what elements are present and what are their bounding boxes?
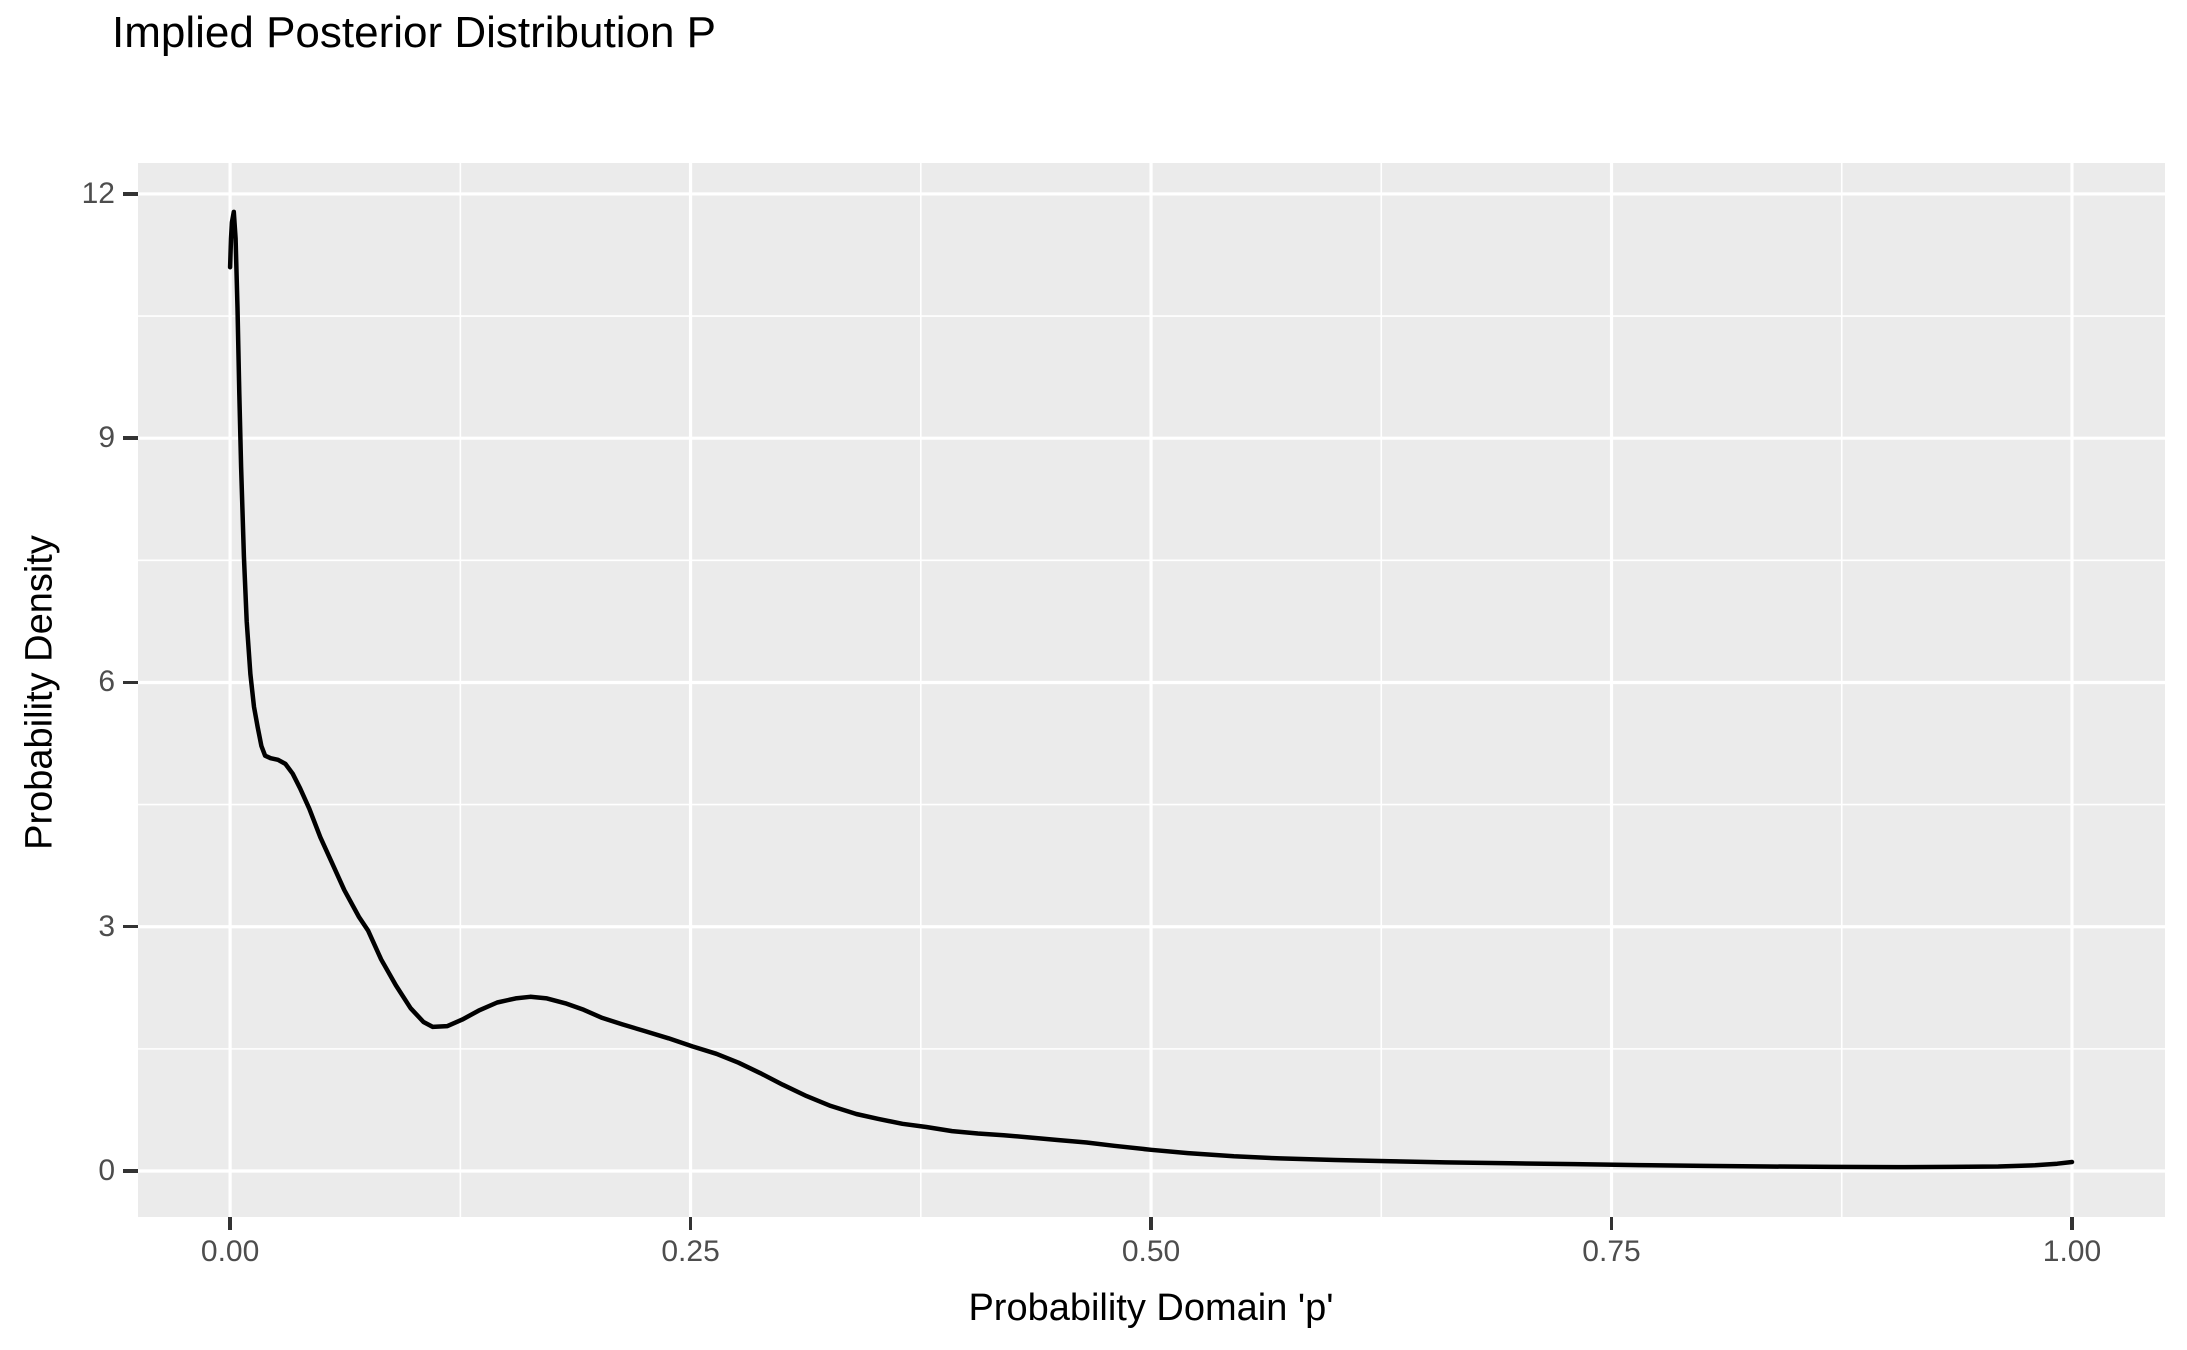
y-tick-mark (123, 436, 138, 440)
x-tick-label: 0.00 (200, 1235, 260, 1268)
x-axis-title: Probability Domain 'p' (968, 1287, 1334, 1329)
x-tick-mark (2070, 1217, 2074, 1230)
y-tick-mark (123, 1169, 138, 1173)
y-tick-label: 6 (98, 665, 115, 699)
y-tick-label: 0 (98, 1153, 115, 1187)
y-tick-label: 3 (98, 909, 115, 943)
plot-panel (138, 163, 2165, 1217)
x-tick-mark (688, 1217, 693, 1230)
y-tick-mark (123, 924, 138, 929)
plot-title: Implied Posterior Distribution P (112, 8, 717, 57)
x-tick-mark (1609, 1217, 1614, 1230)
x-tick-label: 0.50 (1121, 1235, 1181, 1268)
y-axis-title: Probability Density (18, 535, 61, 850)
x-tick-label: 0.75 (1582, 1235, 1641, 1268)
y-tick-mark (123, 192, 138, 196)
y-tick-mark (123, 680, 138, 685)
x-tick-mark (1149, 1217, 1153, 1230)
x-tick-mark (228, 1217, 232, 1230)
x-tick-label: 0.25 (661, 1235, 720, 1268)
density-curve (227, 209, 2075, 1170)
density-curve-chart (138, 163, 2165, 1217)
x-tick-label: 1.00 (2042, 1235, 2102, 1268)
y-tick-label: 12 (81, 176, 115, 210)
y-tick-label: 9 (98, 421, 115, 455)
